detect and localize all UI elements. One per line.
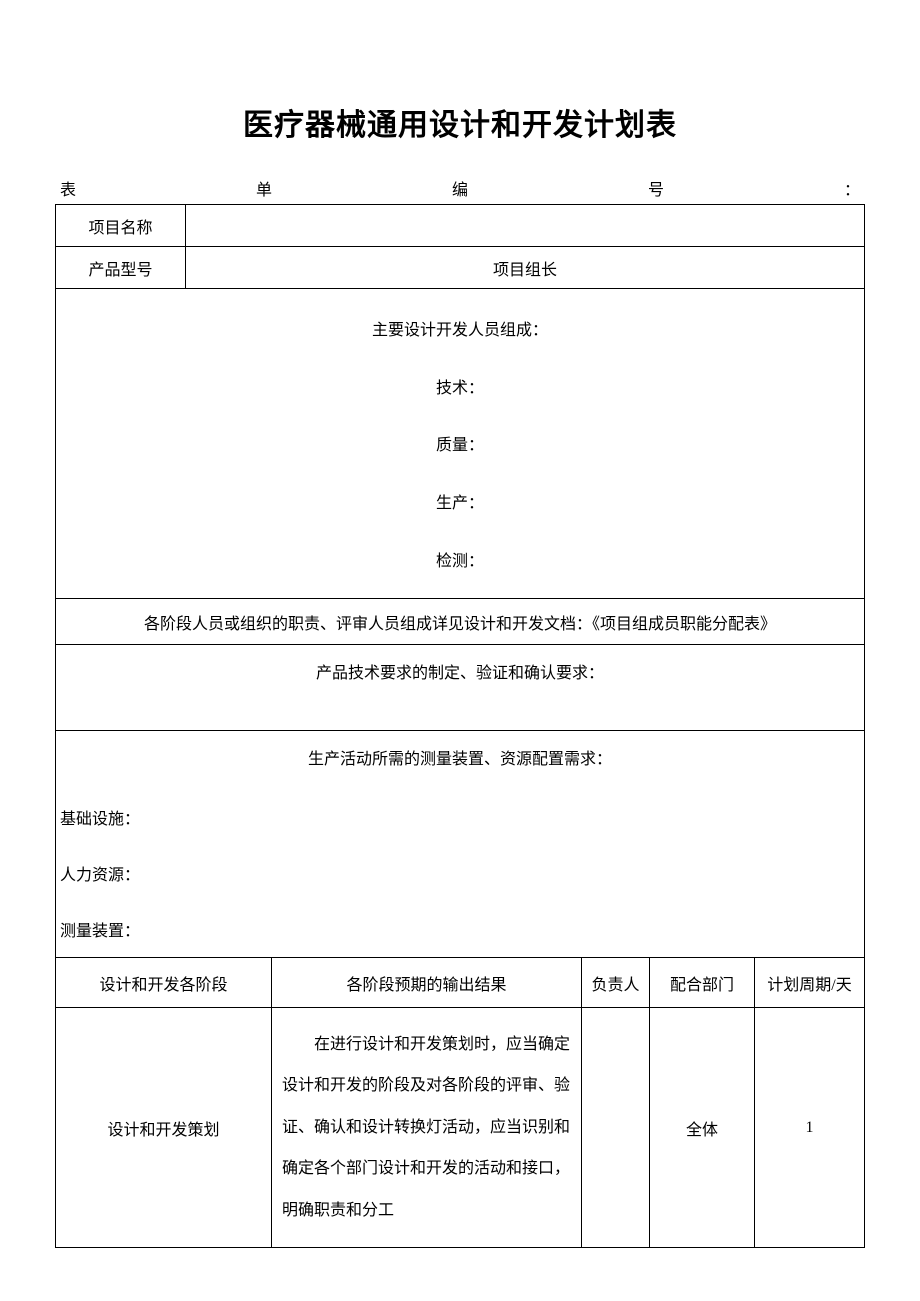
project-leader-label: 项目组长	[186, 247, 865, 289]
resource-hr: 人力资源：	[60, 861, 860, 885]
team-tech: 技术：	[436, 374, 484, 398]
form-number-line: 表 单 编 号 ：	[55, 176, 865, 200]
stage-output: 在进行设计和开发策划时，应当确定设计和开发的阶段及对各阶段的评审、验证、确认和设…	[272, 1008, 582, 1248]
resource-measure: 测量装置：	[60, 917, 860, 941]
stage-note: 各阶段人员或组织的职责、评审人员组成详见设计和开发文档：《项目组成员职能分配表》	[56, 599, 865, 645]
stage-period: 1	[755, 1008, 865, 1248]
team-production: 生产：	[436, 489, 484, 513]
form-number-c3: 编	[452, 176, 468, 200]
col-stage: 设计和开发各阶段	[56, 958, 272, 1008]
tech-req: 产品技术要求的制定、验证和确认要求：	[56, 645, 865, 731]
team-title: 主要设计开发人员组成：	[372, 316, 548, 340]
resource-infra: 基础设施：	[60, 805, 860, 829]
stage-dept: 全体	[650, 1008, 755, 1248]
form-number-c2: 单	[256, 176, 272, 200]
col-period: 计划周期/天	[755, 958, 865, 1008]
stage-output-text: 在进行设计和开发策划时，应当确定设计和开发的阶段及对各阶段的评审、验证、确认和设…	[272, 1024, 581, 1232]
stage-owner	[582, 1008, 650, 1248]
page-title: 医疗器械通用设计和开发计划表	[55, 100, 865, 144]
team-quality: 质量：	[436, 431, 484, 455]
team-inspection: 检测：	[436, 547, 484, 571]
col-owner: 负责人	[582, 958, 650, 1008]
form-number-c5: ：	[844, 176, 860, 200]
plan-table: 项目名称 产品型号 项目组长 主要设计开发人员组成： 技术： 质量： 生产： 检…	[55, 204, 865, 1248]
form-number-c4: 号	[648, 176, 664, 200]
stage-name: 设计和开发策划	[56, 1008, 272, 1248]
product-model-label: 产品型号	[56, 247, 186, 289]
col-dept: 配合部门	[650, 958, 755, 1008]
col-output: 各阶段预期的输出结果	[272, 958, 582, 1008]
team-cell: 主要设计开发人员组成： 技术： 质量： 生产： 检测：	[56, 289, 865, 599]
form-number-c1: 表	[60, 176, 76, 200]
project-name-label: 项目名称	[56, 205, 186, 247]
resource-title: 生产活动所需的测量装置、资源配置需求：	[56, 745, 864, 769]
resource-cell: 生产活动所需的测量装置、资源配置需求： 基础设施： 人力资源： 测量装置：	[56, 731, 865, 958]
project-name-value	[186, 205, 865, 247]
